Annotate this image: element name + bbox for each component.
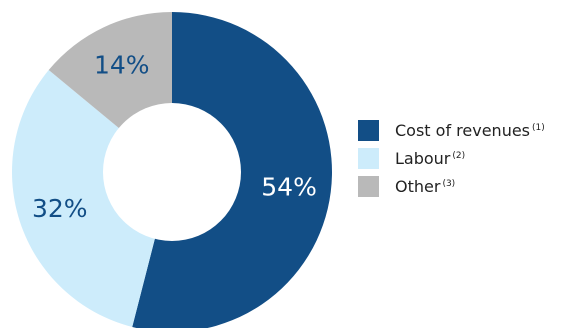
slice-label-other: 14%	[94, 51, 150, 80]
legend-note-cost-of-revenues: (1)	[532, 122, 545, 133]
legend-label-other: Other (3)	[395, 177, 456, 196]
slice-labels: 54% 32% 14%	[32, 51, 317, 223]
legend-label-labour: Labour (2)	[395, 149, 466, 168]
legend: Cost of revenues (1) Labour (2) Other (3)	[358, 120, 545, 204]
legend-item-labour: Labour (2)	[358, 148, 545, 169]
slice-labour	[11, 70, 173, 327]
legend-swatch-cost-of-revenues	[358, 120, 379, 141]
legend-swatch-labour	[358, 148, 379, 169]
slice-label-cost-of-revenues: 54%	[261, 172, 317, 201]
legend-note-other: (3)	[442, 178, 456, 189]
slice-label-labour: 32%	[32, 194, 88, 223]
legend-swatch-other	[358, 176, 379, 197]
legend-item-cost-of-revenues: Cost of revenues (1)	[358, 120, 545, 141]
legend-note-labour: (2)	[452, 150, 466, 161]
legend-item-other: Other (3)	[358, 176, 545, 197]
legend-label-cost-of-revenues: Cost of revenues (1)	[395, 121, 545, 140]
donut-hole	[103, 103, 241, 241]
